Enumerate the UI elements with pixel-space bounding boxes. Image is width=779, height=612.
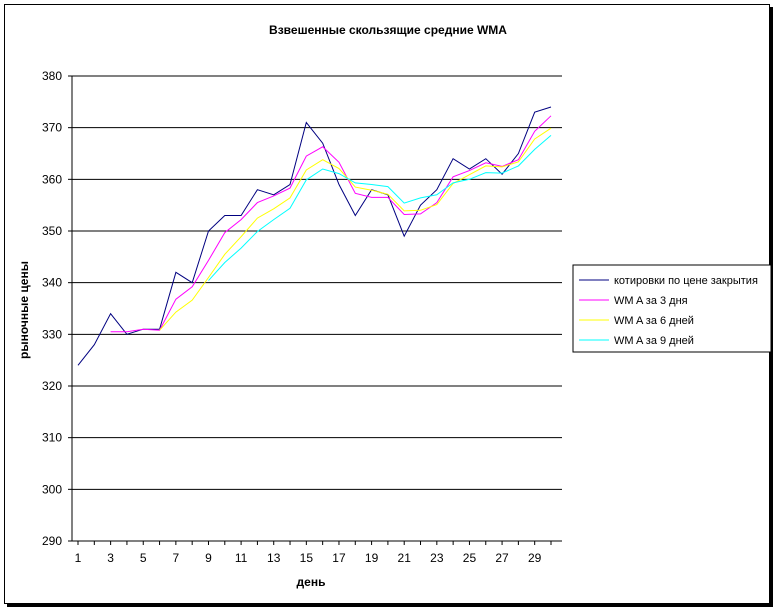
- x-tick-label: 13: [267, 551, 281, 565]
- legend-label-1: котировки по цене закрытия: [614, 275, 758, 287]
- y-axis-ticks: 290 300 310 320 330 340 350 360 370 380: [42, 69, 72, 548]
- x-tick-label: 21: [398, 551, 412, 565]
- x-tick-label: 19: [365, 551, 379, 565]
- x-tick-label: 25: [463, 551, 477, 565]
- y-tick-label: 360: [42, 172, 62, 186]
- y-tick-label: 350: [42, 224, 62, 238]
- x-tick-label: 23: [430, 551, 444, 565]
- x-tick-label: 27: [495, 551, 509, 565]
- y-axis-title: рыночные цены: [17, 261, 31, 359]
- x-tick-label: 29: [528, 551, 542, 565]
- series-line-1: [77, 106, 552, 366]
- legend-label-4: WM A за 9 дней: [614, 335, 694, 347]
- y-tick-label: 320: [42, 379, 62, 393]
- series-line-2: [110, 115, 552, 333]
- x-tick-label: 1: [75, 551, 82, 565]
- x-axis-ticks: 1 3 5 7 9 11 13 15 17 19 21 23 25 27 29: [75, 541, 552, 565]
- x-tick-label: 17: [332, 551, 346, 565]
- x-tick-label: 5: [140, 551, 147, 565]
- gridlines: [72, 75, 562, 490]
- y-tick-label: 290: [42, 534, 62, 548]
- x-tick-label: 7: [173, 551, 180, 565]
- y-tick-label: 330: [42, 327, 62, 341]
- series-line-3: [159, 127, 552, 331]
- x-tick-label: 9: [205, 551, 212, 565]
- x-tick-label: 3: [107, 551, 114, 565]
- x-tick-label: 15: [300, 551, 314, 565]
- x-axis-title: день: [297, 575, 326, 589]
- y-tick-label: 380: [42, 69, 62, 83]
- y-tick-label: 310: [42, 431, 62, 445]
- series-lines: [77, 106, 552, 366]
- legend-label-3: WM A за 6 дней: [614, 315, 694, 327]
- legend-label-2: WM A за 3 дня: [614, 295, 688, 307]
- chart-title: Взвешенные скользящие средние WMA: [269, 23, 507, 37]
- y-tick-label: 340: [42, 276, 62, 290]
- y-tick-label: 300: [42, 482, 62, 496]
- x-tick-label: 11: [235, 551, 248, 565]
- series-line-4: [208, 135, 552, 281]
- y-tick-label: 370: [42, 121, 62, 135]
- frame-shadow-bottom: [7, 604, 773, 607]
- legend: котировки по цене закрытия WM A за 3 дня W…: [572, 264, 772, 353]
